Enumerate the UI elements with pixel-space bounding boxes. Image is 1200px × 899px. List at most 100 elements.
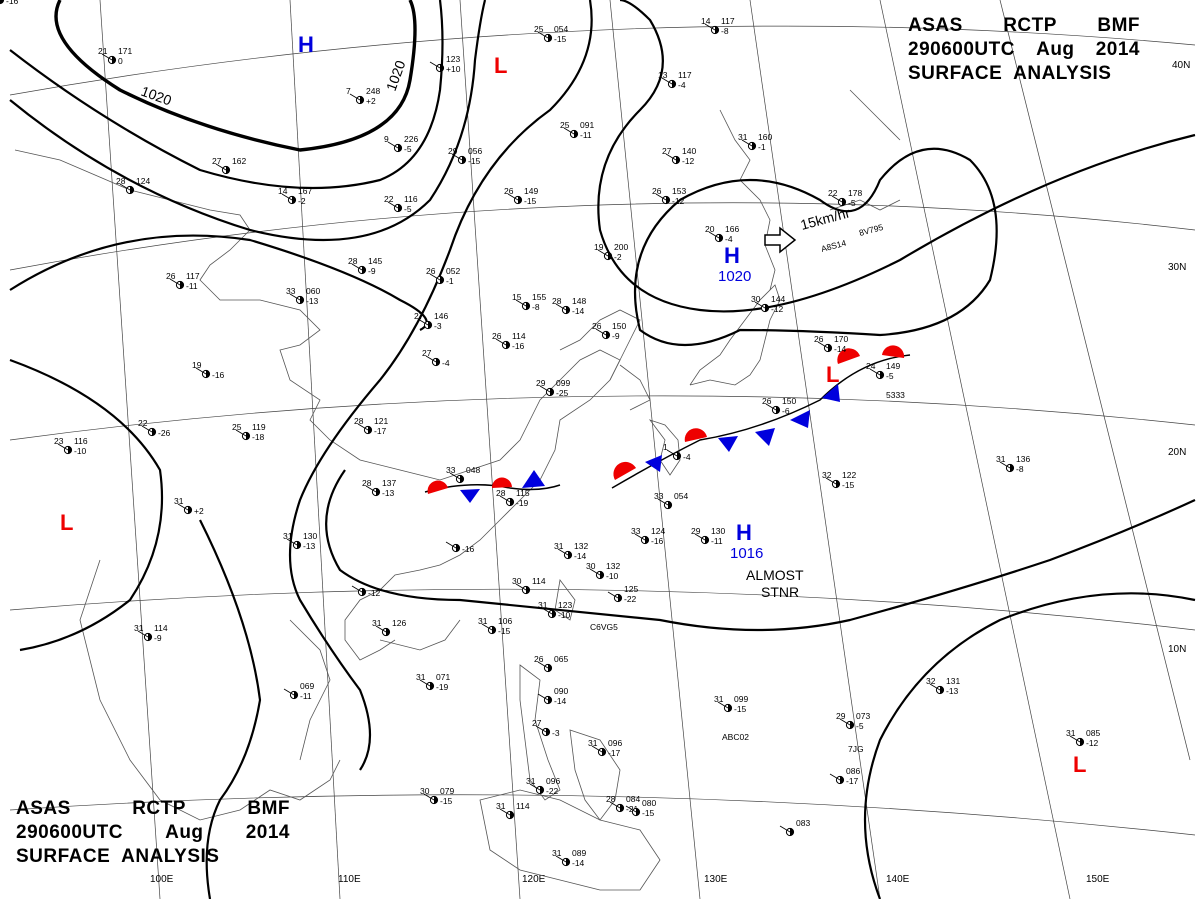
station-tendency: -11 bbox=[300, 691, 312, 701]
warm-front-east-4 bbox=[882, 345, 905, 358]
wind-barb bbox=[137, 630, 149, 638]
wind-barb bbox=[375, 625, 387, 633]
station-tendency: -4 bbox=[683, 452, 691, 462]
title-time: 290600UTC bbox=[908, 39, 1015, 60]
station-tendency: -15 bbox=[734, 704, 747, 714]
station-cloud-fill bbox=[776, 406, 780, 414]
warm-front-east-1 bbox=[613, 461, 636, 480]
station-pressure: 137 bbox=[382, 478, 396, 488]
station-plot: 15 155-8 bbox=[512, 292, 546, 312]
station-plot: 28 124 bbox=[116, 176, 150, 195]
almost-label: ALMOST bbox=[746, 567, 804, 583]
station-plot: 27 -4 bbox=[422, 348, 450, 368]
latitude-label: 10N bbox=[1168, 644, 1186, 655]
wind-barb bbox=[537, 31, 549, 39]
station-pressure: 079 bbox=[440, 786, 454, 796]
station-pressure: 140 bbox=[682, 146, 696, 156]
wind-barb bbox=[449, 472, 461, 480]
station-pressure: 124 bbox=[136, 176, 150, 186]
station-cloud-fill bbox=[790, 828, 794, 836]
station-pressure: 083 bbox=[796, 818, 810, 828]
station-pressure: 153 bbox=[672, 186, 686, 196]
station-pressure: 171 bbox=[118, 46, 132, 56]
station-tendency: -12 bbox=[771, 304, 784, 314]
station-plot: 31 096-17 bbox=[588, 738, 622, 758]
station-plot: 30 079-15 bbox=[420, 786, 454, 806]
station-temperature: 31 bbox=[372, 618, 382, 628]
station-pressure: 052 bbox=[446, 266, 460, 276]
station-plot: 123+10 bbox=[429, 54, 461, 74]
station-tendency: -15 bbox=[842, 480, 855, 490]
station-temperature: 28 bbox=[496, 488, 506, 498]
station-tendency: -5 bbox=[856, 721, 864, 731]
station-temperature: 26 bbox=[592, 321, 602, 331]
wind-barb bbox=[557, 548, 569, 556]
station-plot: 31 099-15 bbox=[714, 694, 748, 714]
wind-barb bbox=[101, 53, 113, 61]
station-plot: 22 -26 bbox=[138, 418, 171, 438]
station-temperature: 22 bbox=[384, 194, 394, 204]
wind-barb bbox=[555, 855, 567, 863]
station-pressure: 084 bbox=[626, 794, 640, 804]
wind-barb bbox=[655, 193, 667, 201]
title-agency: ASAS bbox=[16, 798, 71, 819]
station-tendency: -12 bbox=[1086, 738, 1099, 748]
station-pressure: 099 bbox=[734, 694, 748, 704]
wind-barb bbox=[661, 77, 673, 85]
station-plot: 13 117-4 bbox=[658, 70, 692, 90]
wind-barb bbox=[607, 591, 619, 599]
stationary-label: STNR bbox=[761, 584, 799, 600]
station-cloud-fill bbox=[510, 811, 514, 819]
warm-front-east-2 bbox=[684, 428, 707, 442]
station-cloud-fill bbox=[294, 691, 298, 699]
station-cloud-fill bbox=[752, 142, 756, 150]
station-tendency: -5 bbox=[404, 144, 412, 154]
station-cloud-fill bbox=[672, 80, 676, 88]
station-plot: 086-17 bbox=[829, 766, 860, 786]
coastlines bbox=[14, 89, 901, 891]
wind-barb bbox=[765, 403, 777, 411]
station-plot: 27 162 bbox=[212, 156, 246, 175]
station-temperature: 29 bbox=[836, 711, 846, 721]
station-cloud-fill bbox=[574, 130, 578, 138]
station-plot: 26 114-16 bbox=[492, 331, 526, 351]
station-tendency: +10 bbox=[446, 64, 461, 74]
station-cloud-fill bbox=[430, 682, 434, 690]
station-cloud-fill bbox=[566, 858, 570, 866]
wind-barb bbox=[597, 249, 609, 257]
stationary-front-west bbox=[424, 484, 561, 493]
station-cloud-fill bbox=[526, 302, 530, 310]
high-pressure-value-south: 1016 bbox=[730, 545, 763, 562]
station-pressure: 096 bbox=[546, 776, 560, 786]
wind-barb bbox=[445, 541, 457, 549]
station-plot: 26 117-11 bbox=[166, 271, 200, 291]
station-pressure: 054 bbox=[674, 491, 688, 501]
station-temperature: 7 bbox=[346, 86, 351, 96]
station-temperature: 29 bbox=[536, 378, 546, 388]
station-tendency: -19 bbox=[436, 682, 449, 692]
latitude-label: 20N bbox=[1168, 447, 1186, 458]
wind-barb bbox=[289, 293, 301, 301]
station-pressure: 131 bbox=[946, 676, 960, 686]
station-pressure: 099 bbox=[556, 378, 570, 388]
wind-barb bbox=[754, 301, 766, 309]
station-plot: 19 -16 bbox=[192, 360, 225, 380]
wind-barb bbox=[141, 425, 153, 433]
station-plot: 31 085-12 bbox=[1066, 728, 1100, 748]
station-temperature: 15 bbox=[512, 292, 522, 302]
station-pressure: 085 bbox=[1086, 728, 1100, 738]
station-pressure: 149 bbox=[524, 186, 538, 196]
longitude-label: 110E bbox=[338, 874, 361, 885]
station-cloud-fill bbox=[540, 786, 544, 794]
station-tendency: -5 bbox=[848, 198, 856, 208]
longitude-labels: 100E 110E 120E 130E 140E 150E bbox=[150, 874, 1110, 885]
station-tendency: -22 bbox=[624, 594, 637, 604]
isobar-north-1 bbox=[9, 0, 444, 190]
station-cloud-fill bbox=[292, 196, 296, 204]
title-agency: ASAS bbox=[908, 15, 963, 36]
station-tendency: -13 bbox=[382, 488, 395, 498]
wind-barb bbox=[817, 341, 829, 349]
station-tendency: -16 bbox=[651, 536, 664, 546]
title-year: 2014 bbox=[1095, 39, 1140, 60]
station-pressure: 150 bbox=[782, 396, 796, 406]
